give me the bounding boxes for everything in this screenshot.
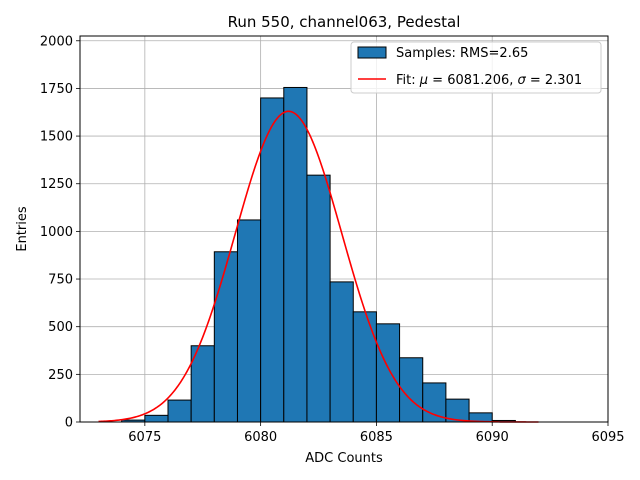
x-tick-label: 6090	[476, 430, 509, 445]
y-axis-label: Entries	[15, 206, 30, 252]
histogram-bar	[306, 174, 331, 423]
y-tick-label: 2000	[40, 34, 73, 49]
x-tick-label: 6085	[360, 430, 393, 445]
y-tick-label: 0	[65, 416, 73, 431]
histogram-bar	[144, 414, 169, 423]
fit-curve	[98, 110, 539, 423]
x-axis-ticks: 6075 6080 6085 6090 6095	[128, 422, 625, 445]
legend: Samples: RMS=2.65 Fit: μ = 6081.206, σ =…	[350, 41, 602, 94]
x-tick-label: 6095	[591, 430, 624, 445]
x-tick-label: 6075	[128, 430, 161, 445]
x-tick-label: 6080	[244, 430, 277, 445]
x-axis-label: ADC Counts	[305, 451, 383, 466]
y-tick-label: 1750	[40, 82, 73, 97]
y-axis-ticks: 0 250 500 750 1000 1250 1500 1750 2000	[40, 34, 80, 431]
histogram-bar	[260, 97, 285, 423]
y-tick-label: 1000	[40, 225, 73, 240]
y-tick-label: 250	[48, 368, 73, 383]
legend-label-fit: Fit: μ = 6081.206, σ = 2.301	[396, 73, 582, 88]
legend-box	[350, 41, 602, 94]
y-tick-label: 750	[48, 273, 73, 288]
y-tick-label: 1250	[40, 177, 73, 192]
chart-title: Run 550, channel063, Pedestal	[228, 13, 461, 31]
histogram-bar	[352, 311, 377, 423]
histogram-bar	[375, 323, 401, 423]
y-tick-label: 500	[48, 320, 73, 335]
histogram-bar	[422, 382, 447, 423]
histogram-bar	[329, 281, 354, 423]
fit-curve-group	[98, 110, 539, 423]
legend-swatch-samples	[357, 46, 387, 59]
histogram-bar	[283, 86, 308, 423]
legend-label-samples: Samples: RMS=2.65	[396, 46, 528, 61]
histogram-bar	[213, 251, 238, 423]
y-tick-label: 1500	[40, 130, 73, 145]
histogram-bars	[121, 86, 516, 423]
plot-frame	[79, 35, 609, 423]
histogram-bar	[167, 399, 192, 423]
histogram-bar	[236, 219, 262, 423]
